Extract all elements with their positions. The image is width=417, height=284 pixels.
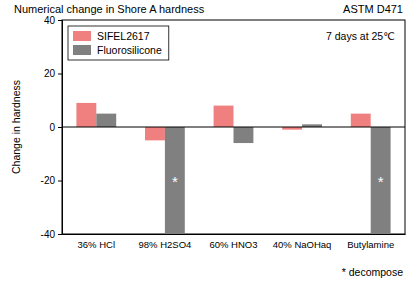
y-tick-mark xyxy=(58,127,62,128)
zero-line xyxy=(62,127,405,128)
title: Numerical change in Shore A hardness xyxy=(14,3,205,15)
legend-label: SIFEL2617 xyxy=(97,30,150,42)
x-axis-line xyxy=(63,234,406,235)
y-tick: 20 xyxy=(44,68,62,79)
y-tick-mark xyxy=(58,234,62,235)
bar xyxy=(214,106,234,127)
annotation: * xyxy=(172,173,178,190)
y-tick-label: 0 xyxy=(49,122,55,133)
y-tick-label: -20 xyxy=(41,175,56,186)
bar xyxy=(96,114,116,127)
y-tick-mark xyxy=(58,20,62,21)
legend-item: Fluorosilicone xyxy=(73,44,162,56)
legend: SIFEL2617 Fluorosilicone xyxy=(68,26,169,60)
legend-swatch xyxy=(73,45,91,55)
y-tick: 40 xyxy=(44,15,62,26)
annotation: * xyxy=(378,173,384,190)
y-tick: -20 xyxy=(41,175,62,186)
legend-swatch xyxy=(73,31,91,41)
bar xyxy=(234,127,254,143)
bar xyxy=(371,127,391,234)
y-tick-label: -40 xyxy=(41,229,56,240)
bar xyxy=(165,127,185,234)
y-axis: -40 -20 0 20 40 xyxy=(41,15,63,240)
x-tick: 36% HCl xyxy=(78,234,116,250)
x-tick-label: Butylamine xyxy=(347,239,394,250)
bar xyxy=(76,103,96,127)
bar xyxy=(145,127,165,140)
y-tick-label: 40 xyxy=(44,15,56,26)
x-tick: 98% H2SO4 xyxy=(138,234,191,250)
bars xyxy=(76,103,390,234)
legend-box xyxy=(68,26,169,60)
y-axis-line xyxy=(58,21,63,235)
x-tick-label: 40% NaOHaq xyxy=(273,239,332,250)
y-axis-title: Change in hardness xyxy=(10,80,22,174)
x-tick: Butylamine xyxy=(347,234,394,250)
plot: -40 -20 0 20 40 36% HCl 98% H2SO4 60% HNO3 40% N… xyxy=(41,15,406,251)
x-tick: 40% NaOHaq xyxy=(273,234,332,250)
note: 7 days at 25℃ xyxy=(326,30,395,42)
x-tick-label: 36% HCl xyxy=(78,239,116,250)
y-tick: 0 xyxy=(49,122,62,133)
x-tick-label: 60% HNO3 xyxy=(209,239,257,250)
legend-label: Fluorosilicone xyxy=(97,44,162,56)
x-tick-label: 98% H2SO4 xyxy=(138,239,191,250)
legend-item: SIFEL2617 xyxy=(73,30,150,42)
subtitle: ASTM D471 xyxy=(343,3,403,15)
y-tick-mark xyxy=(58,74,62,75)
footnote: * decompose xyxy=(342,266,403,278)
chart: -40 -20 0 20 40 36% HCl 98% H2SO4 60% HNO3 40% N… xyxy=(0,0,417,284)
y-tick: -40 xyxy=(41,229,62,240)
plot-frame xyxy=(62,20,405,234)
y-tick-mark xyxy=(58,181,62,182)
x-tick: 60% HNO3 xyxy=(209,234,257,250)
bar xyxy=(351,114,371,127)
x-axis: 36% HCl 98% H2SO4 60% HNO3 40% NaOHaq Butyla… xyxy=(63,234,406,250)
y-tick-label: 20 xyxy=(44,68,56,79)
